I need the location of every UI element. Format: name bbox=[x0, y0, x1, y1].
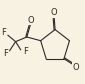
Text: F: F bbox=[3, 49, 8, 58]
Text: O: O bbox=[28, 16, 34, 25]
Text: O: O bbox=[73, 63, 79, 72]
Text: F: F bbox=[23, 47, 28, 56]
Text: F: F bbox=[1, 28, 6, 37]
Text: O: O bbox=[51, 8, 58, 17]
